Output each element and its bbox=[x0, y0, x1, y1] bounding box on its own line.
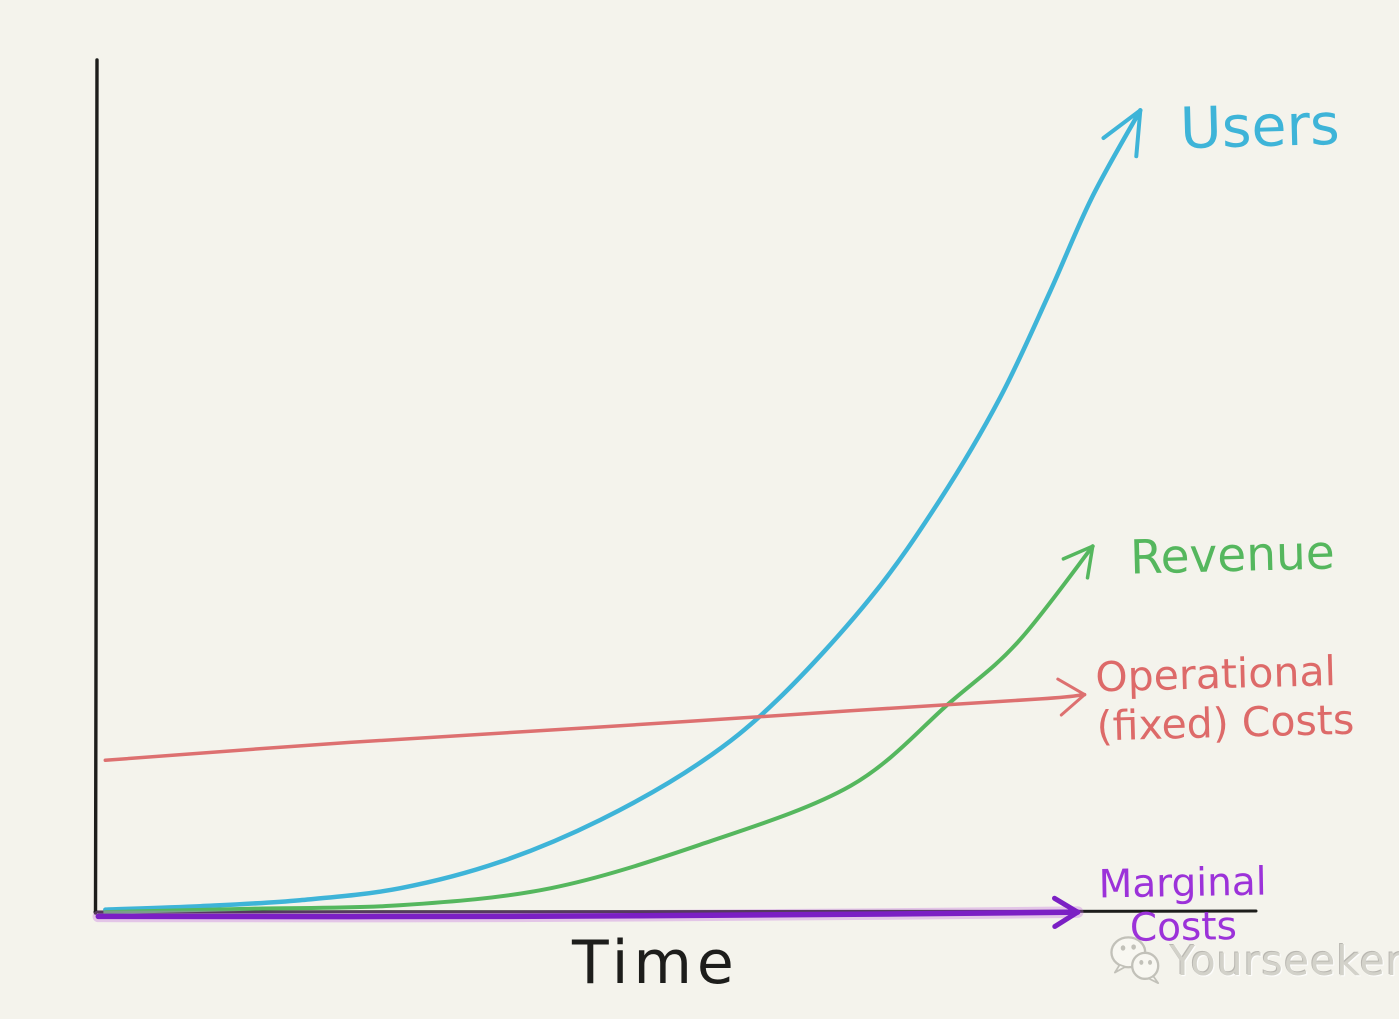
watermark-text: Yourseeker bbox=[1170, 937, 1399, 985]
series-label-users: Users bbox=[1179, 92, 1340, 162]
series-line-operational-fixed-costs bbox=[103, 692, 1087, 763]
series-arrowhead-revenue bbox=[1061, 544, 1095, 580]
wechat-icon bbox=[1110, 936, 1160, 985]
series-label-marginal-costs: Marginal Costs bbox=[1093, 859, 1272, 951]
series-line-users bbox=[103, 108, 1143, 912]
y-axis bbox=[93, 58, 99, 915]
series-label-revenue: Revenue bbox=[1129, 525, 1335, 585]
series-arrowhead-users bbox=[1101, 108, 1143, 159]
series-label-operational-costs: Operational (fixed) Costs bbox=[1095, 647, 1355, 752]
marginal-label-line1: Marginal bbox=[1098, 859, 1267, 908]
x-axis-label: Time bbox=[572, 928, 739, 998]
operational-label-line2: (fixed) Costs bbox=[1096, 695, 1355, 751]
series-arrowhead-marginal-costs bbox=[1052, 895, 1081, 929]
revenue-label-text: Revenue bbox=[1129, 525, 1336, 586]
watermark: Yourseeker bbox=[1108, 934, 1399, 988]
operational-label-line1: Operational bbox=[1094, 647, 1337, 702]
series-line-revenue bbox=[103, 544, 1095, 915]
users-label-text: Users bbox=[1179, 91, 1341, 163]
series-line-marginal-costs bbox=[95, 909, 1081, 920]
series-curves bbox=[92, 108, 1143, 929]
axes bbox=[93, 58, 1258, 915]
marginal-label-line2: Costs bbox=[1129, 903, 1238, 951]
series-arrowhead-operational-fixed-costs bbox=[1056, 677, 1087, 717]
